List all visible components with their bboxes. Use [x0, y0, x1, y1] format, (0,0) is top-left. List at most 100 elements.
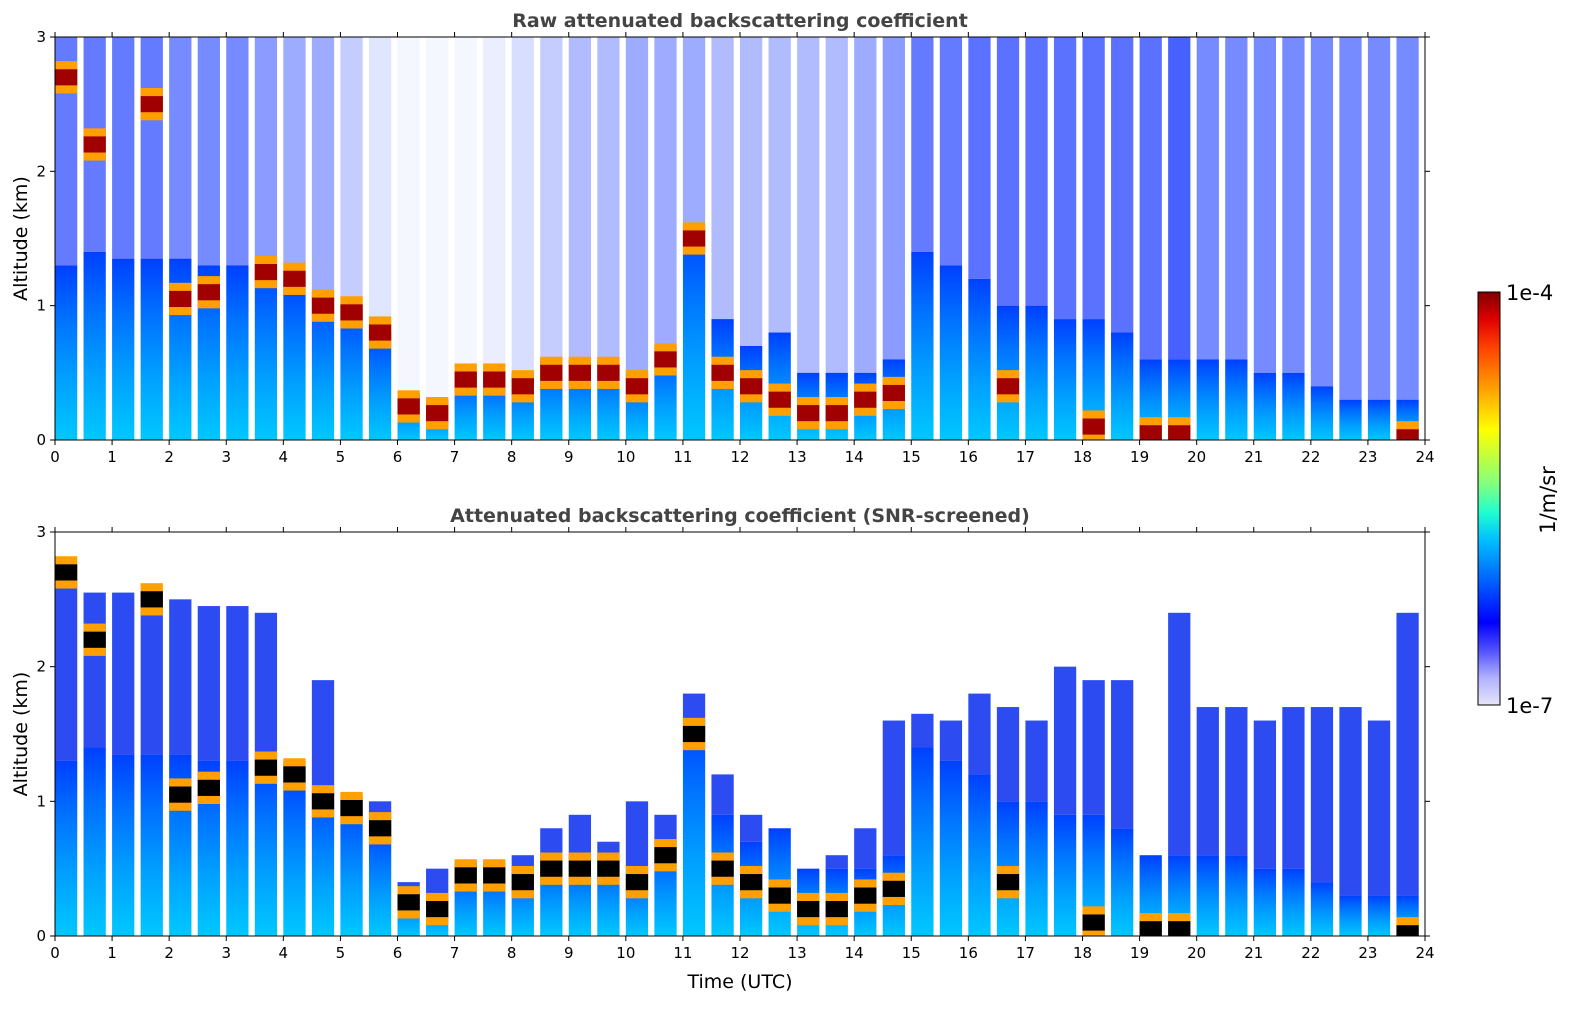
boundary-layer-cells [968, 774, 991, 936]
cloud-core-cells [311, 297, 335, 314]
noise-cells [1367, 37, 1391, 400]
profile-block [397, 37, 420, 440]
x-tick-label: 17 [1016, 944, 1035, 962]
x-tick-label: 8 [507, 448, 517, 466]
profile-block [711, 774, 734, 936]
screened-cells [140, 592, 163, 755]
noise-cells [1396, 37, 1419, 400]
x-tick-label: 10 [616, 944, 635, 962]
noise-cells [1053, 37, 1077, 320]
screened-cells [625, 801, 649, 869]
noise-cells [483, 37, 506, 373]
x-tick-label: 6 [393, 944, 403, 962]
noise-cells [996, 37, 1020, 306]
y-tick-label: 1 [36, 792, 46, 810]
x-tick-label: 3 [221, 448, 231, 466]
profile-block [568, 814, 592, 936]
profile-block [1053, 666, 1077, 936]
x-tick-label: 4 [279, 944, 289, 962]
x-tick-label: 12 [730, 944, 749, 962]
profile-block [1139, 855, 1162, 936]
boundary-layer-cells [1310, 386, 1334, 440]
screened-cells [1253, 720, 1277, 869]
profile-block [1367, 720, 1391, 936]
noise-cells [1225, 37, 1248, 360]
noise-cells [939, 37, 963, 266]
noise-cells [197, 37, 220, 266]
boundary-layer-cells [55, 760, 78, 936]
profile-block [311, 37, 335, 440]
screened-cells [1282, 707, 1305, 869]
boundary-layer-cells [368, 828, 392, 936]
cloud-core-cells [140, 96, 163, 113]
profile-block [654, 814, 677, 936]
cloud-core-cells [797, 405, 820, 422]
cloud-core-cells [1139, 921, 1162, 936]
x-tick-label: 7 [450, 944, 460, 962]
boundary-layer-cells [1253, 372, 1277, 440]
profile-block [83, 592, 106, 936]
noise-cells [112, 37, 135, 259]
profile-block [1339, 707, 1362, 936]
plot-title: Raw attenuated backscattering coefficien… [512, 10, 968, 32]
cloud-core-cells [1396, 925, 1419, 936]
cloud-core-cells [340, 304, 363, 321]
profile-block [283, 758, 306, 936]
boundary-layer-cells [140, 258, 163, 440]
x-tick-label: 2 [164, 448, 174, 466]
x-tick-label: 11 [673, 944, 692, 962]
boundary-layer-cells [197, 760, 220, 936]
profile-block [112, 592, 135, 936]
x-tick-label: 15 [902, 944, 921, 962]
screened-cells [1196, 707, 1219, 856]
profile-block [340, 37, 363, 440]
profile-block [1396, 37, 1419, 440]
plot-screened: 0 1 2 3 4 5 6 7 8 9 10 11 12 13 14 15 16 17 18 19 20 21 22 23 24… [10, 505, 1435, 993]
profile-block [682, 693, 706, 936]
cloud-core-cells [426, 405, 449, 422]
screened-cells [311, 680, 335, 788]
cloud-core-cells [540, 364, 563, 381]
noise-cells [711, 37, 734, 320]
cloud-core-cells [511, 874, 534, 891]
screened-cells [169, 599, 192, 755]
noise-cells [568, 37, 592, 360]
screened-cells [968, 693, 991, 775]
cloud-core-cells [768, 391, 791, 408]
profile-block [825, 37, 848, 440]
screened-cells [1367, 720, 1391, 896]
cloud-core-cells [368, 324, 392, 341]
x-tick-label: 24 [1415, 944, 1434, 962]
profile-block [797, 868, 820, 936]
cloud-core-cells [483, 867, 506, 884]
cloud-core-cells [283, 270, 306, 287]
boundary-layer-cells [939, 265, 963, 440]
profile-block [939, 37, 963, 440]
noise-cells [226, 37, 249, 266]
x-tick-label: 21 [1244, 448, 1263, 466]
profile-block [882, 37, 905, 440]
profile-block [540, 37, 563, 440]
boundary-layer-cells [1282, 868, 1305, 936]
profile-block [1168, 37, 1191, 440]
cloud-core-cells [682, 725, 706, 743]
boundary-layer-cells [226, 265, 249, 440]
noise-cells [254, 37, 278, 266]
boundary-layer-cells [1196, 359, 1219, 440]
noise-cells [911, 37, 934, 252]
noise-cells [682, 37, 706, 226]
x-tick-label: 23 [1358, 448, 1377, 466]
cloud-core-cells [654, 351, 677, 368]
y-axis-label: Altitude (km) [10, 176, 32, 301]
profile-block [1025, 720, 1048, 936]
noise-cells [426, 37, 449, 400]
profile-block [368, 37, 392, 440]
profile-block [283, 37, 306, 440]
cloud-core-cells [711, 860, 734, 877]
profile-block [1282, 707, 1305, 936]
profile-block [1111, 37, 1134, 440]
screened-cells [939, 720, 963, 761]
screened-cells [825, 855, 848, 869]
profile-block [711, 37, 734, 440]
profile-block [882, 720, 905, 936]
